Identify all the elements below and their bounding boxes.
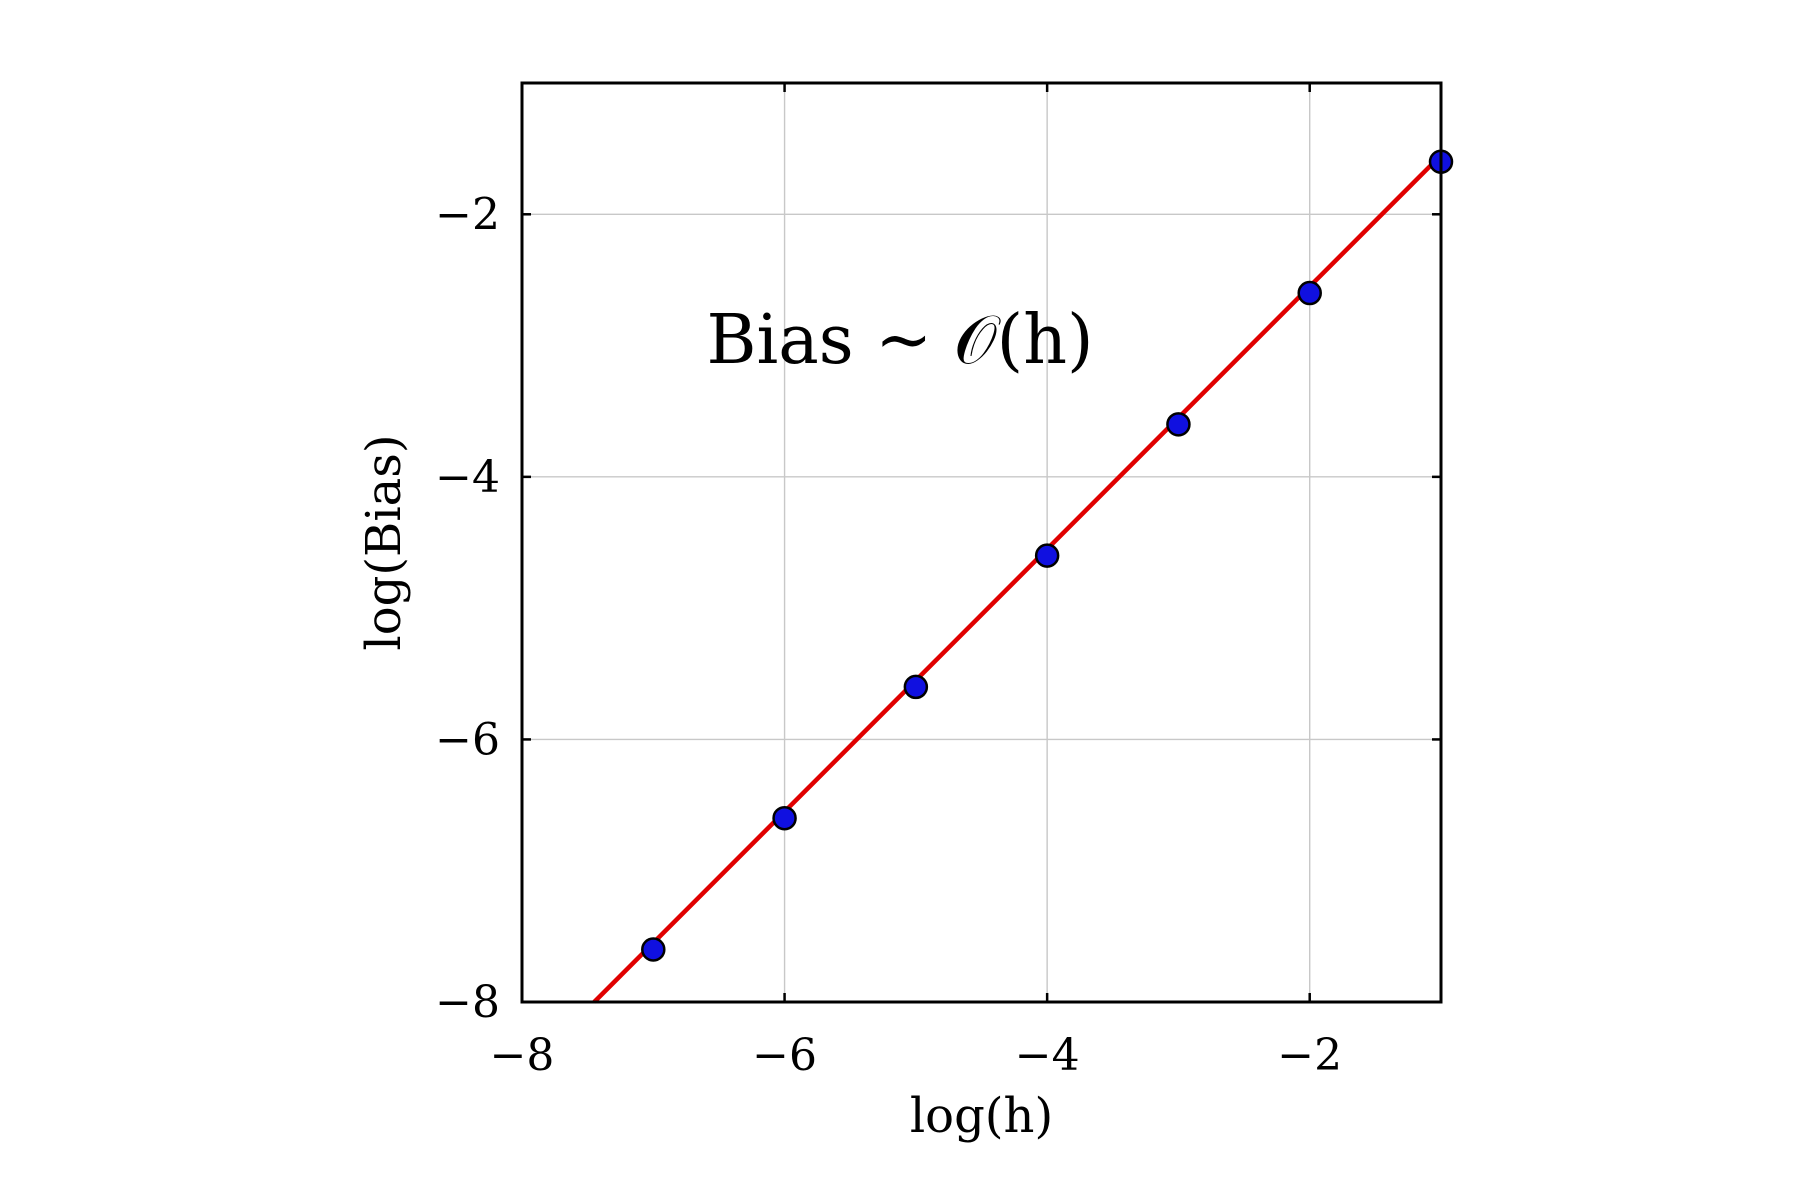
x-tick-label: −6 (752, 1030, 817, 1081)
data-point (1166, 412, 1191, 437)
x-tick-label: −8 (490, 1030, 555, 1081)
plot-frame (520, 81, 1443, 1004)
data-point (772, 805, 797, 831)
data-point (1297, 280, 1322, 306)
data-point (903, 674, 929, 700)
y-tick-label: −8 (435, 977, 500, 1028)
annotation-text: Bias ~ 𝒪(h) (706, 301, 1093, 380)
y-axis-title: log(Bias) (356, 434, 412, 650)
y-tick-label: −2 (435, 189, 500, 240)
tick-labels: −8 −6 −4 −2 −8 −6 −4 −2 (435, 189, 1342, 1081)
data-point (1034, 543, 1060, 568)
grid (522, 83, 1441, 1002)
y-tick-label: −6 (435, 714, 500, 765)
scatter-points (641, 149, 1454, 962)
data-point (641, 937, 666, 962)
x-tick-label: −4 (1015, 1030, 1080, 1081)
y-tick-label: −4 (435, 452, 500, 503)
x-axis-title: log(h) (910, 1088, 1053, 1144)
axis-ticks (520, 83, 1441, 1004)
x-tick-label: −2 (1277, 1030, 1342, 1081)
